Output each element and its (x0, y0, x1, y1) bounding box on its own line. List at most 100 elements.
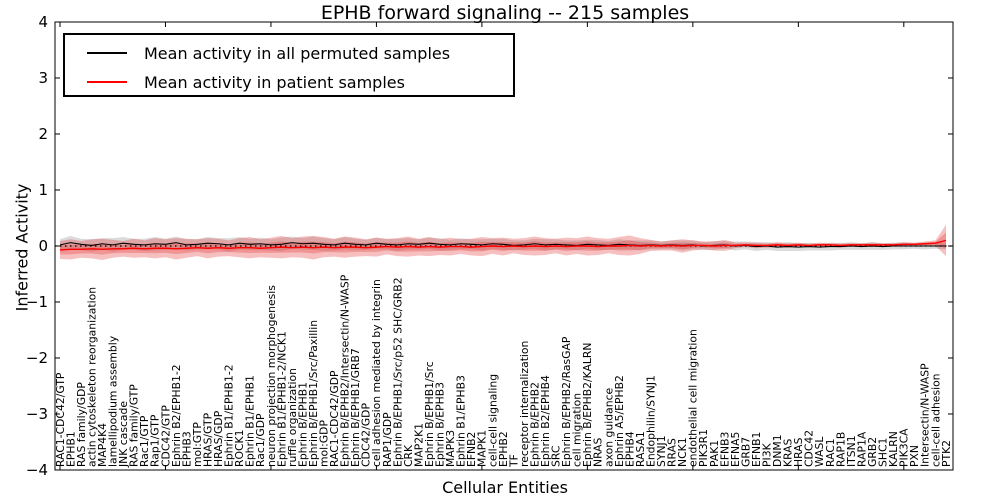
y-tick-label: 1 (38, 180, 48, 199)
x-category-label: TF (507, 454, 520, 468)
x-category-label: GRB2 (866, 437, 879, 467)
x-category-label: Ephrin B/EPHB3 (434, 382, 447, 467)
y-tick-label: −3 (25, 404, 48, 423)
x-category-label: NRAS (592, 437, 605, 467)
x-category-label: cell-cell adhesion (929, 373, 942, 467)
x-category-label: Ephrin B/EPHB2/KALRN (581, 342, 594, 467)
x-category-label: endothelial cell migration (687, 329, 700, 467)
x-category-label: PIK3CA (898, 428, 911, 467)
x-category-label: receptor internalization (518, 341, 531, 467)
x-category-label: MAPK3 (444, 430, 457, 467)
x-category-label: EPHB3 (180, 431, 193, 467)
x-category-label: RAP1B (834, 432, 847, 467)
x-category-label: MAPK1 (476, 430, 489, 467)
x-category-label: EPHB4 (623, 431, 636, 467)
x-category-label: KRAS (782, 438, 795, 467)
x-category-label: RAS family/GTP (128, 384, 141, 467)
x-category-label: Ephrin B/EPHB1/Src/p52 SHC/GRB2 (391, 277, 404, 467)
x-category-label: Ephrin B/EPHB2/RasGAP (560, 336, 573, 467)
x-category-label: PI3K (760, 442, 773, 467)
x-category-label: EFNA5 (729, 432, 742, 467)
x-category-label: Ephrin B2/EPHB1-2 (170, 364, 183, 467)
y-tick-label: 0 (38, 236, 48, 255)
x-category-label: HRAS (792, 437, 805, 467)
x-axis-title: Cellular Entities (442, 478, 568, 497)
x-category-label: PIK3R1 (697, 429, 710, 467)
x-category-label: Intersectin/N-WASP (919, 363, 932, 467)
x-category-label: SRC (550, 446, 563, 467)
x-category-label: cell-cell signaling (486, 374, 499, 467)
x-category-label: lamellipodium assembly (107, 335, 120, 467)
legend: Mean activity in all permuted samples Me… (63, 33, 515, 97)
x-category-label: Rap1/GTP (149, 414, 162, 467)
x-category-label: Ephrin B/EPHB1 (296, 382, 309, 467)
x-category-label: mol:GDP (317, 420, 330, 467)
x-category-label: NCK1 (676, 437, 689, 467)
x-category-label: JNK cascade (117, 401, 130, 468)
x-category-label: Ephrin A5/EPHB2 (613, 375, 626, 467)
x-category-label: EPHB2 (497, 431, 510, 467)
x-category-label: PAK1 (708, 440, 721, 467)
x-category-label: Ephrin B/EPHB2 (528, 382, 541, 467)
y-tick-label: 2 (38, 124, 48, 143)
permuted-line-swatch (87, 52, 127, 54)
x-category-label: CRK (402, 444, 415, 467)
chart-title: EPHB forward signaling -- 215 samples (320, 2, 690, 24)
legend-label-permuted: Mean activity in all permuted samples (144, 43, 451, 63)
y-tick-label: −2 (25, 348, 48, 367)
x-category-label: CDC42/GDP (360, 403, 373, 467)
x-category-label: Ephrin B/EPHB1/Src/Paxillin (307, 320, 320, 467)
y-tick-label: −4 (25, 460, 48, 479)
y-tick-label: −1 (25, 292, 48, 311)
x-category-label: RAP1/GDP (381, 412, 394, 467)
permuted-mean-line (59, 242, 946, 248)
x-category-label: CDC42 (803, 430, 816, 467)
x-category-label: cell adhesion mediated by integrin (370, 279, 383, 467)
x-category-label: Ephrin B2/EPHB4 (539, 375, 552, 467)
x-category-label: PXN (908, 445, 921, 467)
x-category-label: Ephrin B/EPHB2/Intersectin/N-WASP (339, 274, 352, 467)
x-category-label: EFNB1 (750, 432, 763, 467)
x-category-label: MAP4K4 (96, 423, 109, 467)
x-category-label: ROCK1 (233, 430, 246, 468)
x-category-label: cell migration (571, 393, 584, 467)
x-category-label: Endophilin/SYNJ1 (644, 375, 657, 467)
y-tick-label: 3 (38, 68, 48, 87)
patient-mean-line (59, 239, 947, 251)
x-category-label: Ephrin B/EPHB1/GRB7 (349, 348, 362, 467)
x-category-label: HRAS/GDP (212, 410, 225, 467)
x-category-label: EFNB3 (718, 432, 731, 467)
x-category-label: EFNB2 (465, 432, 478, 467)
x-category-label: RASA1 (634, 431, 647, 467)
x-category-label: KALRN (887, 431, 900, 467)
x-category-label: Rac1/GTP (138, 415, 151, 467)
x-category-label: EPHB1 (64, 431, 77, 467)
x-category-label: RAS family/GDP (75, 382, 88, 467)
x-category-label: Ephrin B/EPHB1/Src (423, 361, 436, 467)
x-category-label: CDC42/GTP (159, 405, 172, 467)
x-category-label: Ephrin B1/EPHB1-2 (223, 364, 236, 467)
x-category-label: RAC1-CDC42/GTP (54, 372, 67, 467)
y-tick-label: 4 (38, 12, 48, 31)
legend-label-patient: Mean activity in patient samples (144, 72, 405, 92)
x-category-label: Ephrin B1/EPHB3 (455, 375, 468, 467)
x-category-label: RAP1A (855, 431, 868, 467)
x-category-label: HRAS/GTP (201, 412, 214, 467)
x-category-label: GRB7 (739, 437, 752, 467)
x-category-label: RAC1-CDC42/GDP (328, 370, 341, 467)
x-category-label: RRAS (666, 438, 679, 467)
x-category-label: RAC1 (824, 438, 837, 467)
patient-std-band (60, 224, 946, 260)
legend-entry-patient: Mean activity in patient samples (65, 71, 405, 93)
x-category-label: WASL (813, 437, 826, 467)
x-category-label: neuron projection morphogenesis (265, 285, 278, 467)
legend-entry-permuted: Mean activity in all permuted samples (65, 42, 450, 64)
x-category-label: DNM1 (771, 434, 784, 467)
x-category-label: SYNJ1 (655, 435, 668, 467)
x-category-label: mol:GTP (191, 422, 204, 467)
x-category-label: actin cytoskeleton reorganization (85, 287, 98, 467)
x-category-label: Ephrin B1/EPHB1-2/NCK1 (275, 331, 288, 467)
x-category-label: Ephrin B1/EPHB1 (244, 375, 257, 467)
